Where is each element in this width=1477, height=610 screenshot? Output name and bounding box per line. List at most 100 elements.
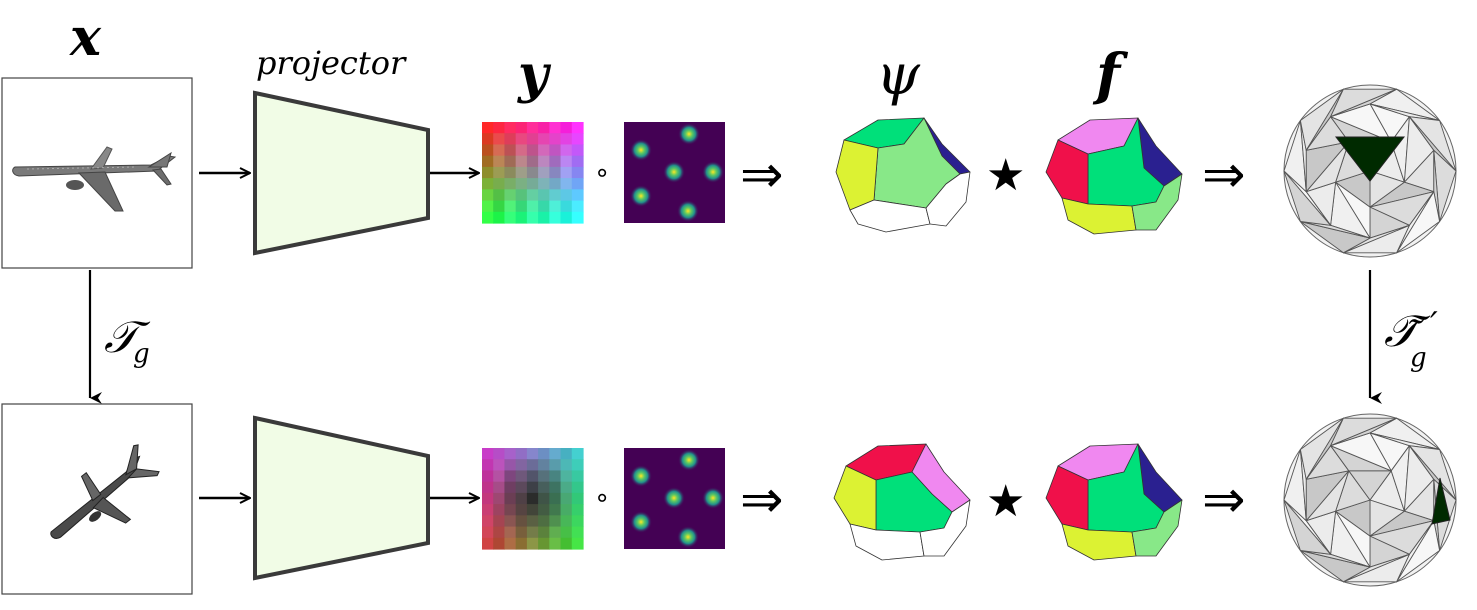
grid-cell (493, 166, 506, 179)
grid-cell (538, 178, 550, 190)
grid-cell (560, 122, 573, 134)
highlighted-face (1431, 477, 1451, 525)
implies-operator-top-1: ⇒ (740, 145, 784, 205)
grid-cell (493, 515, 506, 528)
grid-cell (482, 211, 494, 224)
grid-cell (526, 122, 539, 134)
grid-cell (482, 155, 494, 168)
grid-cell (549, 470, 562, 483)
grid-cell (538, 211, 550, 224)
grid-cell (549, 133, 562, 146)
grid-cell (493, 492, 506, 505)
output-sphere-top (1283, 84, 1457, 258)
grid-cell (515, 537, 528, 550)
grid-cell (482, 133, 494, 146)
grid-cell (549, 492, 562, 505)
grid-cell (560, 155, 573, 168)
label-f: f (1092, 42, 1129, 108)
grid-cell (504, 178, 517, 190)
grid-cell (538, 504, 550, 516)
grid-cell (493, 526, 506, 539)
grid-cell (493, 481, 506, 494)
grid-cell (538, 459, 550, 472)
grid-cell (560, 211, 573, 224)
grid-cell (493, 211, 506, 224)
grid-cell (538, 155, 550, 168)
grid-cell (571, 492, 584, 505)
color-grid-top (482, 122, 584, 224)
grid-cell (482, 526, 494, 539)
grid-cell (549, 200, 562, 213)
grid-cell (493, 178, 506, 190)
grid-cell (526, 459, 539, 472)
grid-cell (482, 537, 494, 550)
grid-cell (538, 122, 550, 134)
airplane-icon (12, 146, 177, 212)
grid-cell (515, 448, 528, 460)
grid-cell (549, 178, 562, 190)
grid-cell (504, 133, 517, 146)
implies-operator-bottom-2: ⇒ (1202, 470, 1246, 530)
grid-cell (560, 470, 573, 483)
grid-cell (526, 211, 539, 224)
grid-cell (526, 133, 539, 146)
grid-cell (493, 144, 506, 157)
heatmap-top (624, 122, 725, 223)
grid-cell (504, 515, 517, 528)
grid-cell (549, 144, 562, 157)
grid-cell (515, 504, 528, 516)
grid-cell (571, 459, 584, 472)
label-transform-input: 𝒯 g (104, 312, 151, 369)
grid-cell (538, 200, 550, 213)
grid-cell (526, 481, 539, 494)
grid-cell (560, 537, 573, 550)
grid-cell (571, 122, 584, 134)
grid-cell (504, 504, 517, 516)
grid-cell (560, 448, 573, 460)
grid-cell (482, 178, 494, 190)
heatmap-bottom (624, 448, 725, 549)
sphere-face (1330, 88, 1398, 118)
grid-cell (526, 492, 539, 505)
grid-cell (549, 166, 562, 179)
svg-text:g: g (1410, 343, 1427, 373)
grid-cell (482, 515, 494, 528)
svg-text:g: g (133, 339, 150, 369)
highlighted-face (1334, 136, 1406, 182)
grid-cell (526, 537, 539, 550)
grid-cell (560, 144, 573, 157)
star-operator-top: ★ (986, 150, 1025, 201)
grid-cell (504, 448, 517, 460)
grid-cell (515, 122, 528, 134)
grid-cell (571, 470, 584, 483)
grid-cell (549, 459, 562, 472)
grid-cell (504, 200, 517, 213)
f-polyhedron-top (1045, 117, 1183, 235)
output-sphere-bottom (1283, 413, 1457, 587)
grid-cell (526, 526, 539, 539)
grid-cell (571, 133, 584, 146)
grid-cell (493, 133, 506, 146)
grid-cell (560, 166, 573, 179)
grid-cell (549, 504, 562, 516)
compose-operator-top: ∘ (594, 158, 610, 188)
grid-cell (538, 448, 550, 460)
grid-cell (560, 459, 573, 472)
f-polyhedron-bottom (1045, 443, 1183, 561)
grid-cell (493, 189, 506, 202)
projector-top (253, 90, 430, 256)
grid-cell (549, 155, 562, 168)
grid-cell (515, 144, 528, 157)
grid-cell (560, 504, 573, 516)
grid-cell (571, 200, 584, 213)
grid-cell (571, 178, 584, 190)
grid-cell (538, 133, 550, 146)
grid-cell (493, 122, 506, 134)
projector-bottom (253, 415, 430, 581)
grid-cell (504, 122, 517, 134)
grid-cell (482, 200, 494, 213)
grid-cell (493, 448, 506, 460)
grid-cell (560, 515, 573, 528)
grid-cell (504, 166, 517, 179)
